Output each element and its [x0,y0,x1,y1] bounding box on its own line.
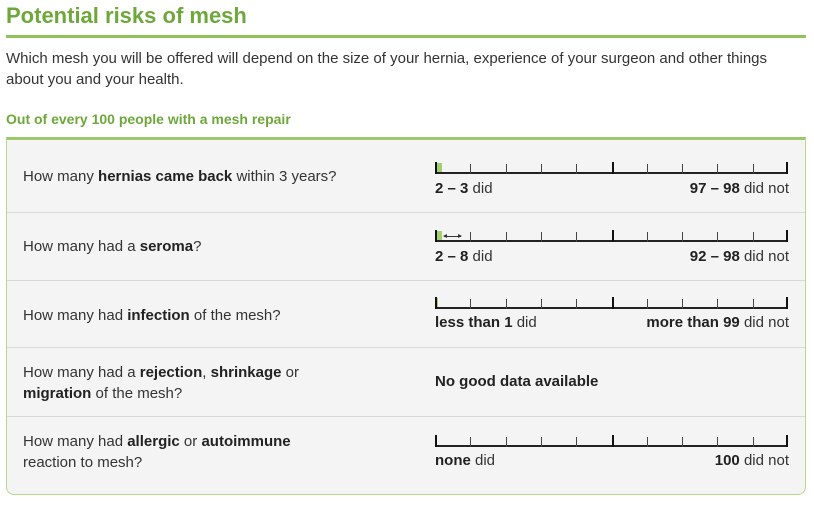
bar-tick [682,164,684,174]
bar-tick [752,299,754,309]
bar-tick [752,232,754,242]
intro-text: Which mesh you will be offered will depe… [6,50,768,88]
risk-question: How many hernias came back within 3 year… [23,168,337,185]
bar-tick [435,435,437,447]
no-data-text: No good data available [435,373,599,390]
risk-row-allergic: How many had allergic or autoimmune reac… [7,417,805,494]
bar-tick [646,232,648,242]
bar-tick [717,164,719,174]
bar-tick [540,232,542,242]
bar-tick [646,299,648,309]
risk-question: How many had a seroma? [23,238,202,255]
did-label: none did [435,452,496,469]
bar-tick [786,230,788,242]
risk-row-hernia-recurrence: How many hernias came back within 3 year… [7,140,805,213]
bar-tick [540,164,542,174]
bar-tick [470,299,472,309]
bar-tick [576,437,578,447]
title-divider [6,35,806,38]
bar-tick [682,232,684,242]
bar-tick [505,164,507,174]
bar-tick [435,297,437,309]
bar-tick [611,297,614,309]
bar-tick [576,232,578,242]
did-not-label: 100 did not [714,452,789,469]
did-label: less than 1 did [435,314,537,331]
bar-tick [786,162,788,174]
bar-tick [717,299,719,309]
icon-array-bar [435,435,788,447]
bar-tick [646,164,648,174]
bar-tick [717,437,719,447]
section-subheading: Out of every 100 people with a mesh repa… [6,111,291,127]
did-not-label: 97 – 98 did not [689,180,789,197]
bar-tick [682,437,684,447]
bar-tick [470,232,472,242]
risk-question: How many had allergic or autoimmune reac… [23,433,291,471]
bar-tick [611,230,614,242]
risk-row-seroma: How many had a seroma? 2 – 8 did 92 – 98… [7,213,805,281]
bar-tick [470,164,472,174]
bar-tick [505,232,507,242]
bar-tick [786,435,788,447]
page-title: Potential risks of mesh [6,3,247,28]
bar-tick [435,230,437,242]
bar-tick [611,435,614,447]
icon-array-bar [435,162,788,174]
bar-tick [611,162,614,174]
bar-tick [435,162,437,174]
did-label: 2 – 8 did [435,248,493,265]
bar-tick [752,164,754,174]
bar-tick [540,299,542,309]
bar-tick [752,437,754,447]
bar-tick [646,437,648,447]
bar-tick [682,299,684,309]
risk-table: How many hernias came back within 3 year… [6,137,806,495]
did-label: 2 – 3 did [435,180,493,197]
risk-question: How many had infection of the mesh? [23,307,281,324]
range-arrow [443,234,463,238]
risk-question: How many had a rejection, shrinkage or m… [23,364,299,402]
icon-array-bar [435,230,788,242]
icon-array-bar [435,297,788,309]
bar-tick [505,299,507,309]
did-not-label: 92 – 98 did not [689,248,789,265]
risk-fill [435,231,443,240]
risk-row-rejection: How many had a rejection, shrinkage or m… [7,348,805,417]
bar-tick [717,232,719,242]
risk-row-infection: How many had infection of the mesh? less… [7,281,805,348]
risk-fill [435,163,443,172]
bar-tick [576,299,578,309]
bar-tick [505,437,507,447]
bar-tick [540,437,542,447]
did-not-label: more than 99 did not [646,314,789,331]
bar-tick [576,164,578,174]
bar-tick [470,437,472,447]
bar-tick [786,297,788,309]
